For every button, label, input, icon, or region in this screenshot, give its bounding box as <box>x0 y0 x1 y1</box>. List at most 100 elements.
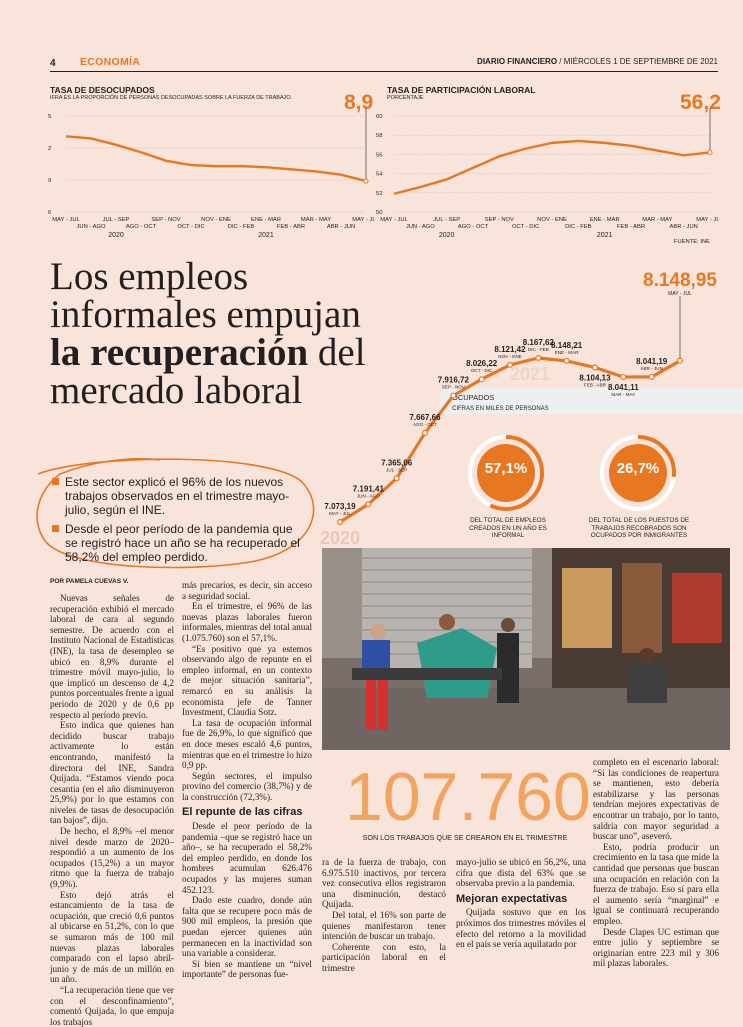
y-tick-label: 5 <box>48 114 51 120</box>
subhead-repunte: El repunte de las cifras <box>182 806 303 819</box>
data-point-last <box>363 178 369 184</box>
paragraph: “Es positivo que ya estemos observando a… <box>182 643 312 718</box>
subhead-expectativas: Mejoran expectativas <box>456 892 568 905</box>
y-tick-label: 58 <box>376 133 382 139</box>
y-tick-label: 9 <box>48 178 51 184</box>
paragraph: Dado este cuadro, donde aún falta que se… <box>182 895 312 959</box>
x-tick-label: ENE - MAR <box>251 217 281 223</box>
series-line <box>393 139 711 195</box>
page-number: 4 <box>50 58 56 69</box>
data-label: 8.026,22 <box>466 359 498 368</box>
big-stat-caption: SON LOS TRABAJOS QUE SE CREARON EN EL TR… <box>362 833 568 842</box>
handdrawn-circle <box>36 457 315 569</box>
period-label: JUL - SEP <box>386 467 407 472</box>
x-tick-label: ENE - MAR <box>590 217 620 223</box>
x-tick-label: JUL - SEP <box>103 217 130 223</box>
ocupados-subtitle: CIFRAS EN MILES DE PERSONAS <box>452 406 549 412</box>
year-watermark: 2021 <box>510 364 550 384</box>
donut-informal-center <box>477 444 535 502</box>
article-column-5: completo en el escenario laboral: “Si la… <box>593 757 719 969</box>
x-tick-label: OCT - DIC <box>512 224 539 230</box>
photo-illustration <box>322 548 730 750</box>
paragraph: Según sectores, el impulso provino del c… <box>182 770 312 802</box>
paragraph: La tasa de ocupación informal fue de 26,… <box>182 717 312 771</box>
period-label: NOV - ENE <box>498 354 521 359</box>
data-label: 8.167,62 <box>523 338 555 347</box>
donut-inmigrantes-arc <box>600 435 676 511</box>
data-label: 7.191,41 <box>353 484 385 493</box>
x-tick-label: NOV - ENE <box>537 217 567 223</box>
data-label: 8.041,11 <box>608 383 639 392</box>
y-tick-label: 56 <box>376 152 382 158</box>
publication-name: DIARIO FINANCIERO <box>477 57 558 66</box>
chart-source: FUENTE: INE <box>674 239 710 245</box>
x-tick-label: MAR - MAY <box>301 217 331 223</box>
paragraph: Desde el peor período de la pandemia –qu… <box>182 821 312 895</box>
donut-inmigrantes-caption: DEL TOTAL DE LOS PUESTOS DE TRABAJOS REC… <box>588 517 690 539</box>
period-label: JUN - AGO <box>357 493 380 498</box>
ocupados-title-band <box>440 388 743 414</box>
x-tick-label: AGO - OCT <box>126 224 157 230</box>
bullet-2-text: Desde el peor período de la pandemia que… <box>65 522 300 564</box>
year-label: 2021 <box>597 232 613 239</box>
chart2-title: TASA DE PARTICIPACIÓN LABORAL <box>387 85 536 95</box>
donut-informal-value: 57,1% <box>484 460 528 477</box>
chart2-highlight: 56,2 <box>680 91 721 114</box>
data-point <box>620 373 627 380</box>
data-point <box>648 373 655 380</box>
period-label: MAY - JUL <box>329 511 351 516</box>
headline-bold: la recuperación <box>50 331 309 374</box>
paragraph: En el trimestre, el 96% de las nuevas pl… <box>182 601 312 643</box>
section-label: ECONOMÍA <box>80 56 141 68</box>
byline: POR PAMELA CUEVAS V. <box>50 578 129 585</box>
x-tick-label: MAY - JUL <box>352 217 374 223</box>
ocupados-chart: 2020 2021 OCUPADOS CIFRAS EN MILES DE PERSO… <box>320 270 743 548</box>
y-tick-label: 52 <box>376 191 382 197</box>
data-point <box>421 429 428 436</box>
paragraph: De hecho, el 8,9% –el menor nivel desde … <box>50 826 174 890</box>
y-tick-label: 50 <box>376 210 382 216</box>
article-column-1: Nuevas señales de recuperación exhibió e… <box>50 593 174 1027</box>
data-point <box>450 392 457 399</box>
donut-informal-caption: DEL TOTAL DE EMPLEOS CREADOS EN UN AÑO E… <box>469 517 547 539</box>
x-tick-label: SEP - NOV <box>485 217 514 223</box>
data-point <box>592 364 599 371</box>
paragraph: completo en el escenario laboral: “Si la… <box>593 757 719 842</box>
street-market-photo <box>322 548 730 750</box>
data-point <box>535 354 542 361</box>
bullet-square <box>52 478 59 485</box>
header-divider <box>50 71 718 72</box>
headline: Los empleos informales empujan la recupe… <box>50 257 410 410</box>
period-label: ABR - JUN <box>640 366 662 371</box>
x-tick-label: MAY - JUL <box>380 217 408 223</box>
year-label: 2020 <box>108 232 124 239</box>
headline-line-3-rest: del <box>308 331 366 374</box>
data-point <box>478 376 485 383</box>
ocupados-highlight: 8.148,95 <box>643 270 717 291</box>
masthead: DIARIO FINANCIERO / MIÉRCOLES 1 DE SEPTI… <box>477 57 718 66</box>
year-label: 2021 <box>258 232 274 239</box>
x-tick-label: JUL - SEP <box>433 217 460 223</box>
data-label: 8.041,19 <box>636 357 668 366</box>
paragraph: Quijada sostuvo que en los próximos dos … <box>456 907 586 950</box>
data-label: 8.148,21 <box>551 341 583 350</box>
paragraph: “La recuperación tiene que ver con el de… <box>50 984 174 1027</box>
y-tick-label: 60 <box>376 114 382 120</box>
article-column-4: mayo-julio se ubicó en 56,2%, una cifra … <box>456 857 586 950</box>
chart1-subtitle: IFRA ES LA PROPORCIÓN DE PERSONAS DESOCU… <box>50 95 293 101</box>
paragraph: mayo-julio se ubicó en 56,2%, una cifra … <box>456 857 586 889</box>
bullet-2: Desde el peor período de la pandemia que… <box>52 522 302 564</box>
bullet-square <box>52 525 59 532</box>
donut-informal-arc <box>468 435 544 511</box>
paragraph: Coherente con esto, la participación lab… <box>322 941 446 973</box>
paragraph: Si bien se mantiene un “nivel importante… <box>182 958 312 980</box>
data-label: 7.916,72 <box>438 376 470 385</box>
chart1-title: TASA DE DESOCUPADOS <box>50 85 155 95</box>
x-tick-label: SEP - NOV <box>151 217 180 223</box>
bullet-1: Este sector explicó el 96% de los nuevos… <box>52 475 302 517</box>
period-label: ENE - MAR <box>555 350 579 355</box>
x-tick-label: ABR - JUN <box>669 224 697 230</box>
x-tick-label: MAY - JUL <box>696 217 718 223</box>
data-point <box>393 475 400 482</box>
